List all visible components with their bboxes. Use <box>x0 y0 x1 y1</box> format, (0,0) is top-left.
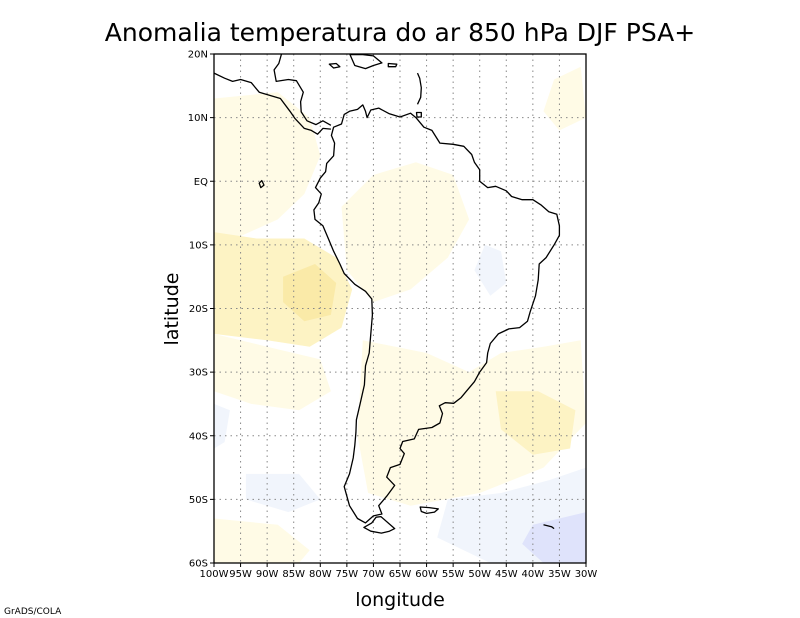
anomaly-region-warm-1 <box>543 66 586 131</box>
anomaly-region-warm-1 <box>357 340 586 506</box>
x-tick-label: 50W <box>468 569 491 580</box>
x-tick-label: 75W <box>336 569 359 580</box>
x-tick-label: 80W <box>309 569 332 580</box>
x-tick-label: 65W <box>389 569 412 580</box>
x-tick-label: 70W <box>362 569 385 580</box>
coastline-galapagos <box>258 179 265 189</box>
anomaly-region-warm-1 <box>214 333 331 411</box>
anomaly-region-cool-1 <box>245 473 321 513</box>
coastline-falklands <box>419 506 439 515</box>
plot-area <box>213 53 587 564</box>
anomaly-region-cool-1 <box>474 244 507 296</box>
anomaly-region-warm-1 <box>214 518 310 563</box>
anomaly-region-cool-2 <box>522 512 586 563</box>
grads-credit: GrADS/COLA <box>4 607 62 617</box>
x-tick-label: 90W <box>256 569 279 580</box>
y-tick-label: EQ <box>194 177 208 188</box>
anomaly-region-warm-3 <box>283 264 337 322</box>
x-tick-label: 95W <box>229 569 252 580</box>
y-tick-label: 10S <box>189 240 208 251</box>
x-tick-label: 85W <box>282 569 305 580</box>
y-tick-label: 30S <box>189 368 208 379</box>
temperature-anomaly-shading <box>214 66 586 563</box>
x-tick-label: 60W <box>415 569 438 580</box>
coastline-hispaniola <box>349 54 383 70</box>
y-tick-label: 60S <box>189 559 208 570</box>
y-tick-label: 10N <box>188 113 208 124</box>
x-tick-label: 45W <box>495 569 518 580</box>
coastlines <box>214 54 561 534</box>
y-axis-ticks: 20N 10N EQ 10S 20S 30S 40S 50S 60S <box>188 50 214 570</box>
coastline-tierra-del-fuego <box>363 515 396 534</box>
coastline-puerto-rico <box>387 62 398 68</box>
y-tick-label: 20N <box>188 50 208 61</box>
map-title: Anomalia temperatura do ar 850 hPa DJF P… <box>105 18 695 47</box>
gridlines <box>214 54 586 563</box>
coastline-central-america <box>273 54 332 126</box>
y-axis-label: latitude <box>161 273 183 346</box>
coastline-trinidad <box>415 111 422 118</box>
coastline-lesser-antilles <box>416 72 422 105</box>
y-tick-label: 40S <box>189 431 208 442</box>
x-tick-label: 35W <box>548 569 571 580</box>
x-tick-label: 55W <box>442 569 465 580</box>
x-tick-label: 100W <box>200 569 229 580</box>
anomaly-region-cool-1 <box>214 403 230 449</box>
coastline-south-georgia <box>543 524 555 530</box>
y-tick-label: 20S <box>189 304 208 315</box>
anomaly-region-warm-2 <box>495 391 576 455</box>
x-axis-ticks: 100W 95W 90W 85W 80W 75W 70W 65W 60W 55W 50W 45W 40W… <box>200 563 598 580</box>
x-tick-label: 30W <box>575 569 598 580</box>
y-tick-label: 50S <box>189 495 208 506</box>
x-tick-label: 40W <box>522 569 545 580</box>
x-axis-label: longitude <box>355 589 445 611</box>
coastline-central-america-pacific <box>214 72 331 135</box>
coastline-south-america <box>313 104 561 524</box>
coastline-jamaica <box>328 62 341 69</box>
